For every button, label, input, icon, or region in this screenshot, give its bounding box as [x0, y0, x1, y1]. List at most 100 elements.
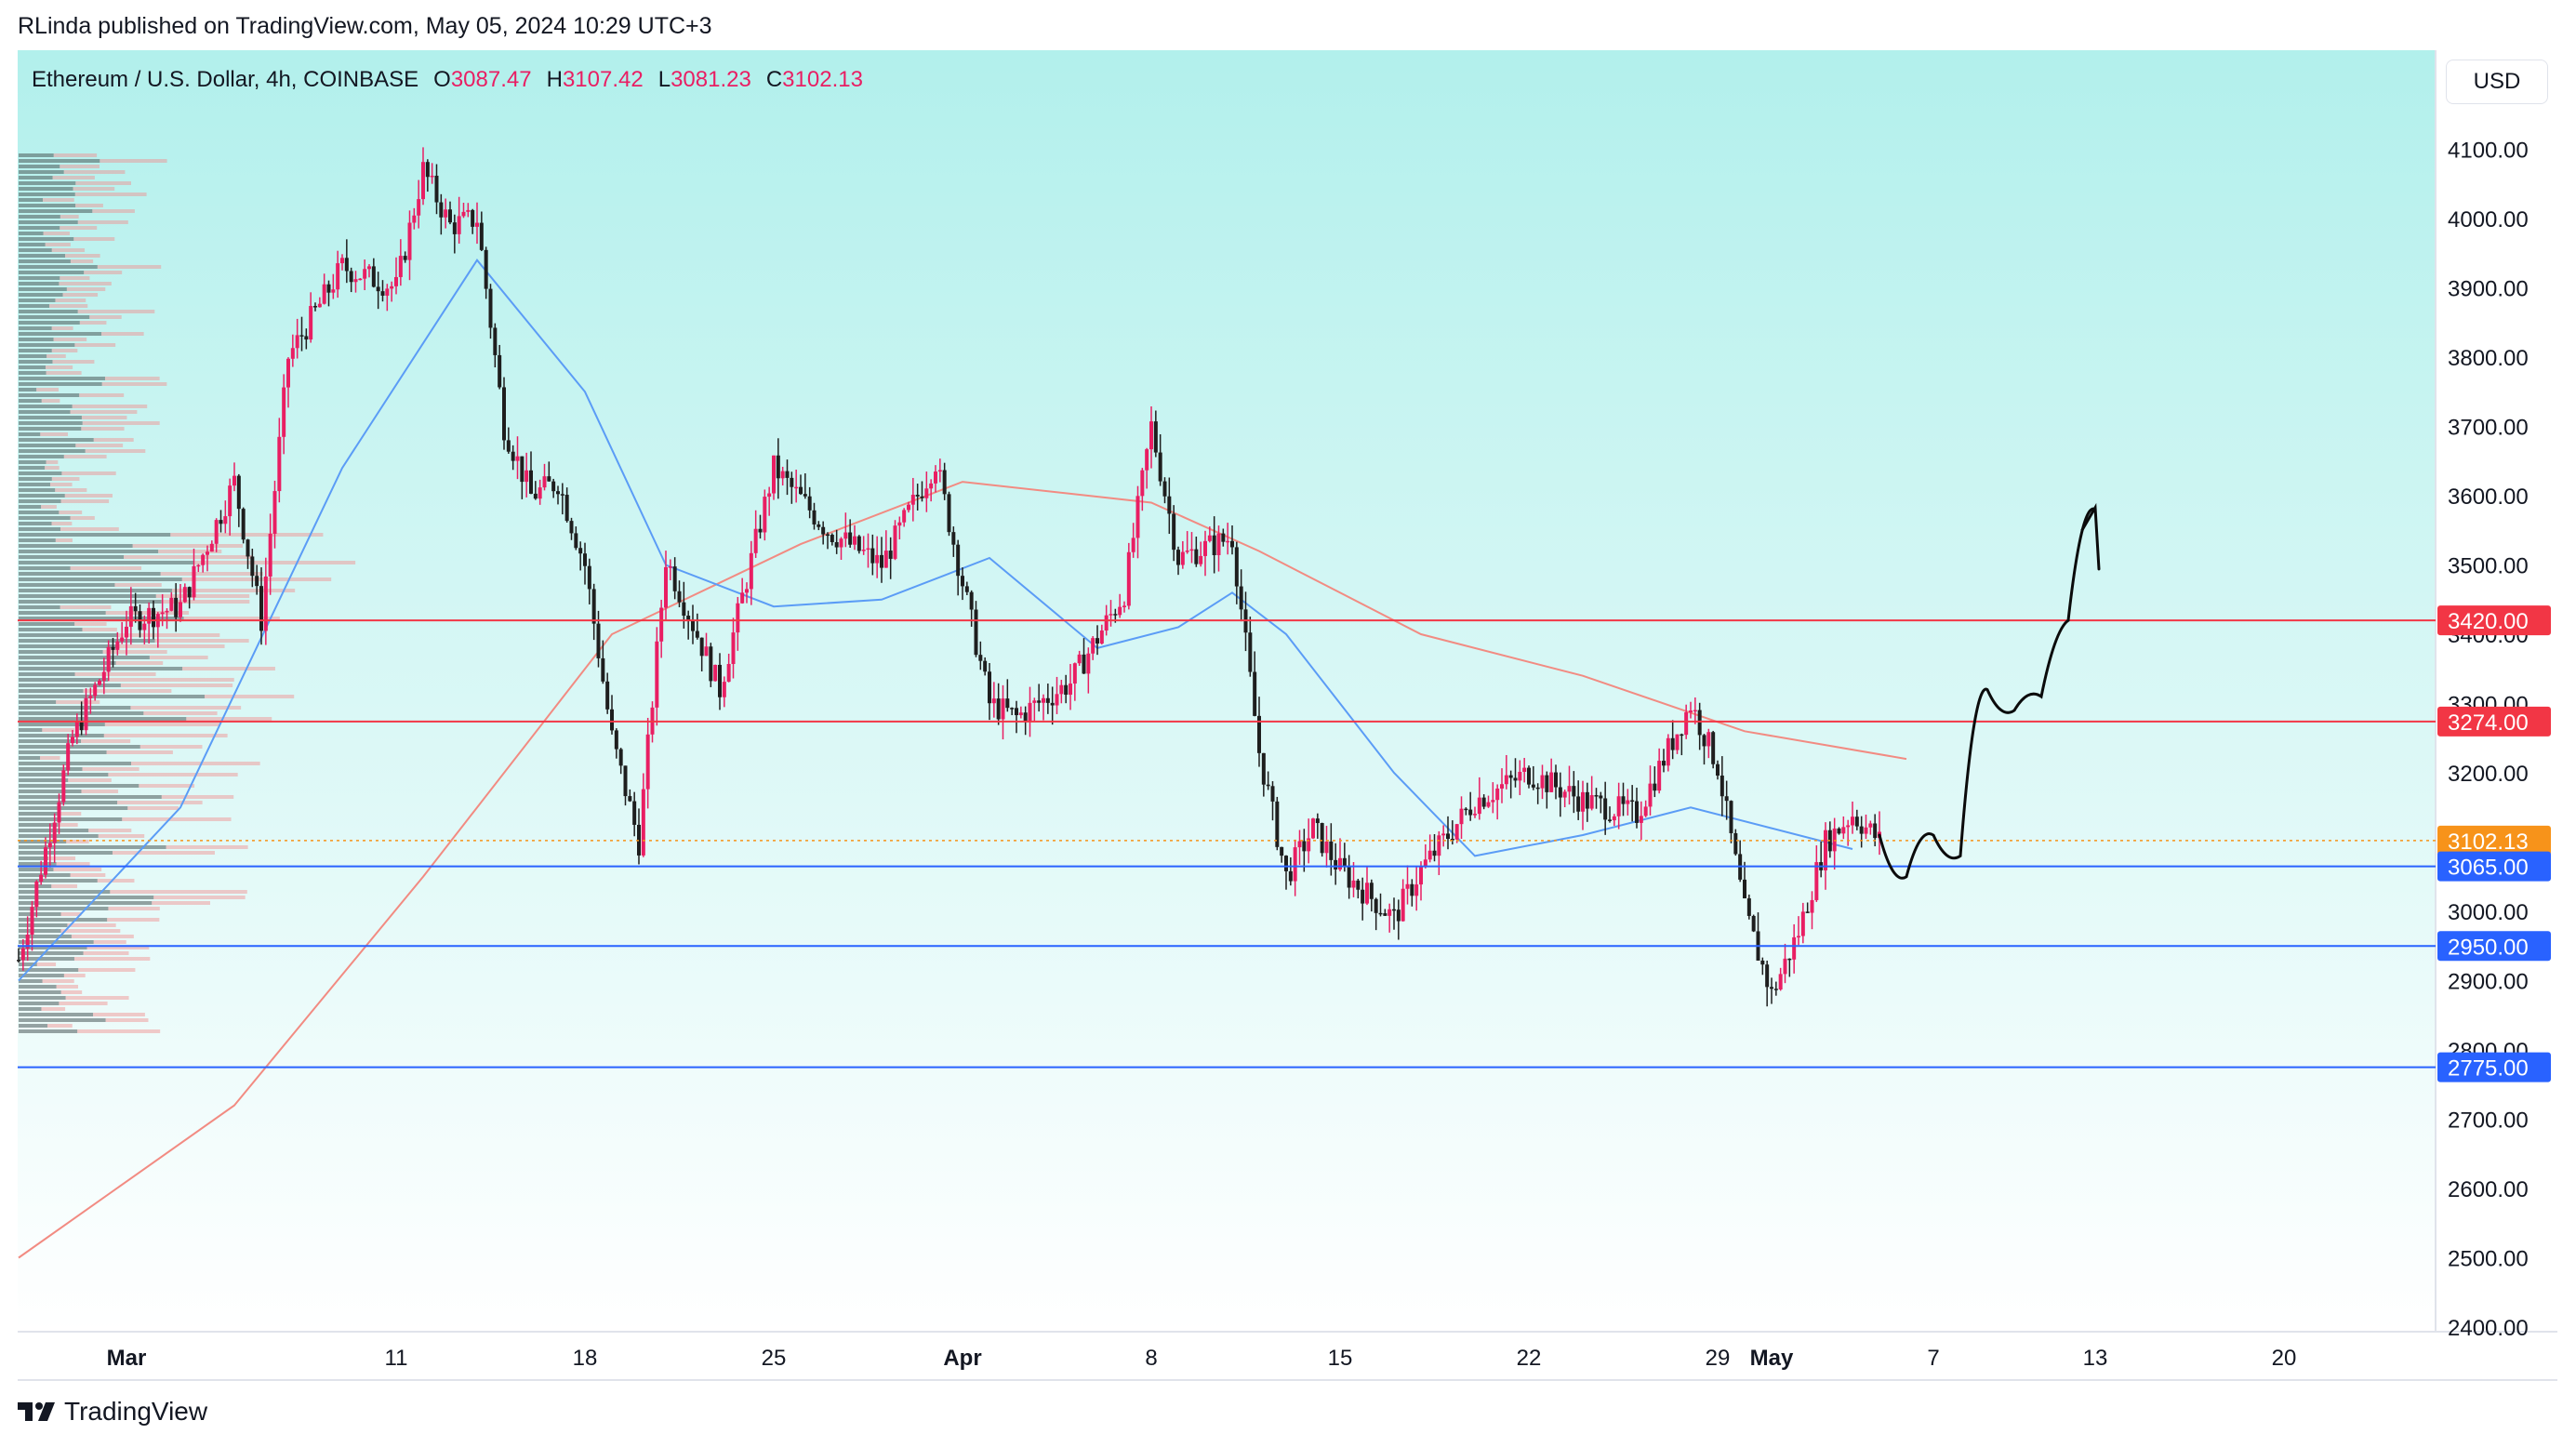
volume-bar-down	[19, 365, 46, 369]
x-tick-label: Mar	[107, 1346, 147, 1371]
volume-bar-up	[110, 890, 247, 894]
volume-bar-down	[19, 349, 52, 352]
volume-bar-up	[81, 739, 131, 743]
volume-bar-up	[83, 689, 172, 693]
x-tick-label: 18	[573, 1346, 598, 1371]
candle-body	[668, 566, 672, 568]
candle-body	[1113, 614, 1118, 616]
volume-bar-up	[152, 901, 210, 905]
candle-body	[128, 605, 133, 627]
volume-bar-down	[19, 868, 54, 871]
volume-bar-down	[19, 432, 41, 436]
volume-bar-down	[19, 929, 61, 933]
candle-body	[1275, 801, 1280, 847]
time-axis[interactable]: Mar 11 18 25 Apr 8 15 22 29 May 7 13 20	[107, 1346, 2297, 1371]
y-tick-label: 2400.00	[2448, 1316, 2529, 1341]
open-value: 3087.47	[450, 67, 532, 92]
candle-body	[448, 209, 452, 223]
volume-bar-up	[51, 884, 78, 888]
volume-bar-up	[70, 566, 142, 570]
candle-body	[1702, 735, 1706, 747]
candle-body	[309, 306, 313, 340]
candle-body	[1689, 710, 1693, 712]
candle-body	[817, 524, 821, 527]
volume-bar-down	[19, 338, 54, 341]
volume-bar-up	[60, 165, 100, 168]
volume-bar-up	[122, 817, 232, 821]
candle-body	[551, 481, 556, 492]
volume-bar-down	[19, 834, 99, 838]
volume-bar-down	[19, 723, 105, 726]
volume-bar-up	[45, 243, 71, 246]
candle-body	[286, 358, 290, 388]
volume-bar-up	[79, 321, 107, 325]
candle-body	[812, 510, 817, 524]
volume-bar-up	[74, 672, 156, 676]
volume-bar-up	[58, 823, 78, 827]
candle-body	[299, 335, 304, 337]
volume-bar-up	[183, 617, 280, 620]
volume-bar-down	[19, 354, 47, 358]
volume-profile	[19, 153, 356, 1033]
volume-bar-down	[19, 187, 73, 191]
volume-bar-down	[19, 550, 159, 553]
volume-bar-up	[40, 756, 60, 760]
volume-bar-down	[19, 566, 71, 570]
candle-body	[1042, 697, 1045, 703]
volume-bar-up	[42, 728, 74, 732]
candle-body	[785, 471, 790, 478]
candle-body	[826, 534, 830, 537]
volume-bar-down	[19, 299, 56, 302]
candle-body	[452, 222, 457, 234]
volume-bar-up	[84, 271, 123, 274]
volume-bar-up	[56, 862, 90, 866]
candle-body	[722, 682, 726, 697]
candle-body	[883, 551, 888, 568]
projection-drawing[interactable]	[1878, 502, 2101, 880]
volume-bar-up	[117, 801, 203, 804]
candle-body	[1135, 496, 1140, 538]
candle-body	[1675, 734, 1680, 750]
volume-bar-up	[108, 678, 234, 682]
volume-bar-up	[60, 929, 121, 933]
tradingview-logo[interactable]: TradingView	[18, 1397, 207, 1427]
candle-body	[1800, 911, 1805, 936]
candle-body	[618, 749, 623, 766]
volume-bar-down	[19, 957, 74, 961]
candle-body	[1374, 898, 1378, 913]
level-tag-resistance	[2437, 605, 2551, 636]
candle-body	[484, 249, 488, 289]
volume-bar-up	[102, 650, 167, 654]
volume-bar-up	[107, 918, 160, 922]
x-tick-label: 25	[762, 1346, 787, 1371]
volume-bar-up	[49, 304, 88, 308]
projection-line	[1878, 507, 2097, 880]
y-tick-label: 2600.00	[2448, 1177, 2529, 1202]
volume-bar-down	[19, 879, 98, 883]
price-axis[interactable]: 2400.002500.002600.002700.002800.002900.…	[2448, 139, 2529, 1342]
candle-body	[1109, 614, 1113, 616]
candle-body	[601, 657, 605, 682]
candle-body	[628, 796, 632, 802]
volume-bar-up	[104, 723, 220, 726]
candle-body	[1082, 654, 1086, 674]
candle-body	[1037, 700, 1042, 703]
open-label: O	[433, 67, 451, 92]
projection-arrowhead	[2080, 502, 2101, 571]
y-tick-label: 3200.00	[2448, 762, 2529, 787]
volume-bar-up	[124, 555, 253, 559]
candle-body	[1104, 615, 1109, 631]
volume-bar-up	[149, 656, 208, 659]
volume-bar-down	[19, 745, 140, 749]
candle-body	[1760, 960, 1765, 965]
candle-body	[1018, 712, 1023, 716]
candle-body	[1230, 540, 1234, 548]
candle-body	[1797, 936, 1800, 938]
candle-body	[326, 284, 331, 293]
candle-body	[560, 494, 564, 496]
candle-body	[686, 616, 691, 620]
candle-body	[1508, 775, 1513, 778]
currency-button[interactable]: USD	[2446, 60, 2548, 104]
volume-bar-up	[41, 399, 60, 403]
